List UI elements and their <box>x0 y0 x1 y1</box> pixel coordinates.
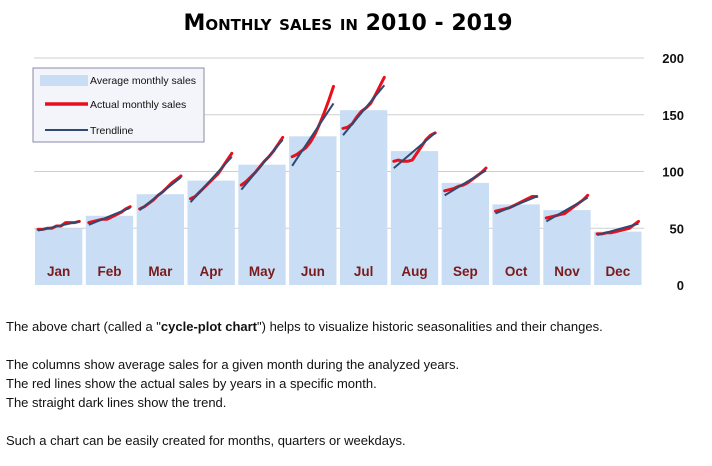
chart-description: The above chart (called a "cycle-plot ch… <box>6 317 706 450</box>
description-text: ") helps to visualize historic seasonali… <box>257 319 603 334</box>
average-bar <box>594 231 642 285</box>
chart-name-bold: cycle-plot chart <box>160 319 258 334</box>
average-bar <box>441 182 489 285</box>
average-bar <box>340 110 388 286</box>
average-bar <box>136 194 184 285</box>
month-label: Jul <box>354 264 374 279</box>
average-bar <box>543 210 591 285</box>
average-bars <box>35 110 642 286</box>
trendline <box>342 84 386 136</box>
month-label: Mar <box>148 264 173 279</box>
y-tick-label: 200 <box>662 51 684 66</box>
legend-swatch-average <box>40 75 88 86</box>
legend-label-actual: Actual monthly sales <box>90 99 186 111</box>
average-bar <box>492 204 540 285</box>
month-label: Dec <box>605 264 630 279</box>
month-label: Jun <box>301 264 325 279</box>
average-bar <box>85 215 134 285</box>
trendline <box>495 195 538 215</box>
description-line-3: The red lines show the actual sales by y… <box>6 376 377 391</box>
month-label: Oct <box>505 264 528 279</box>
month-label: Nov <box>554 264 580 279</box>
trendline <box>596 222 639 237</box>
average-bar <box>390 151 439 285</box>
trendline <box>139 176 182 211</box>
legend-label-trendline: Trendline <box>90 125 134 137</box>
month-label: Apr <box>200 264 224 279</box>
trendline <box>444 169 487 197</box>
trendline <box>240 139 284 191</box>
y-tick-label: 150 <box>662 108 684 123</box>
y-tick-label: 50 <box>670 221 684 236</box>
average-bar <box>35 228 83 285</box>
month-label: Jan <box>47 264 70 279</box>
trendline <box>189 156 233 203</box>
actual-sales-line <box>290 84 335 159</box>
month-label: Aug <box>401 264 427 279</box>
month-label: Feb <box>97 264 121 279</box>
legend-label-average: Average monthly sales <box>90 75 196 87</box>
month-labels: Jan Feb Mar Apr May Jun Jul Aug Sep Oct Nov Dec <box>47 264 631 279</box>
trendline <box>291 102 335 167</box>
description-line-5: Such a chart can be easily created for m… <box>6 433 406 448</box>
description-line-2: The columns show average sales for a giv… <box>6 357 460 372</box>
trendline <box>545 196 589 223</box>
trendline <box>393 132 436 169</box>
description-text: The above chart (called a " <box>6 319 161 334</box>
description-line-4: The straight dark lines show the trend. <box>6 395 227 410</box>
chart-title: Monthly sales in 2010 - 2019 <box>183 11 512 36</box>
description-line-1: The above chart (called a "cycle-plot ch… <box>6 317 706 336</box>
average-bar <box>289 136 337 285</box>
trendline <box>37 220 80 232</box>
trendlines <box>37 84 639 237</box>
y-tick-label: 100 <box>662 165 684 180</box>
y-tick-label: 0 <box>677 278 684 293</box>
month-label: May <box>249 264 276 279</box>
legend: Average monthly sales Actual monthly sal… <box>32 67 205 143</box>
y-axis-ticks: 0 50 100 150 200 <box>662 51 684 293</box>
month-label: Sep <box>453 264 478 279</box>
cycle-plot-chart: Monthly sales in 2010 - 2019 Jan Feb Mar Ap… <box>32 11 684 293</box>
trendline <box>88 206 131 226</box>
